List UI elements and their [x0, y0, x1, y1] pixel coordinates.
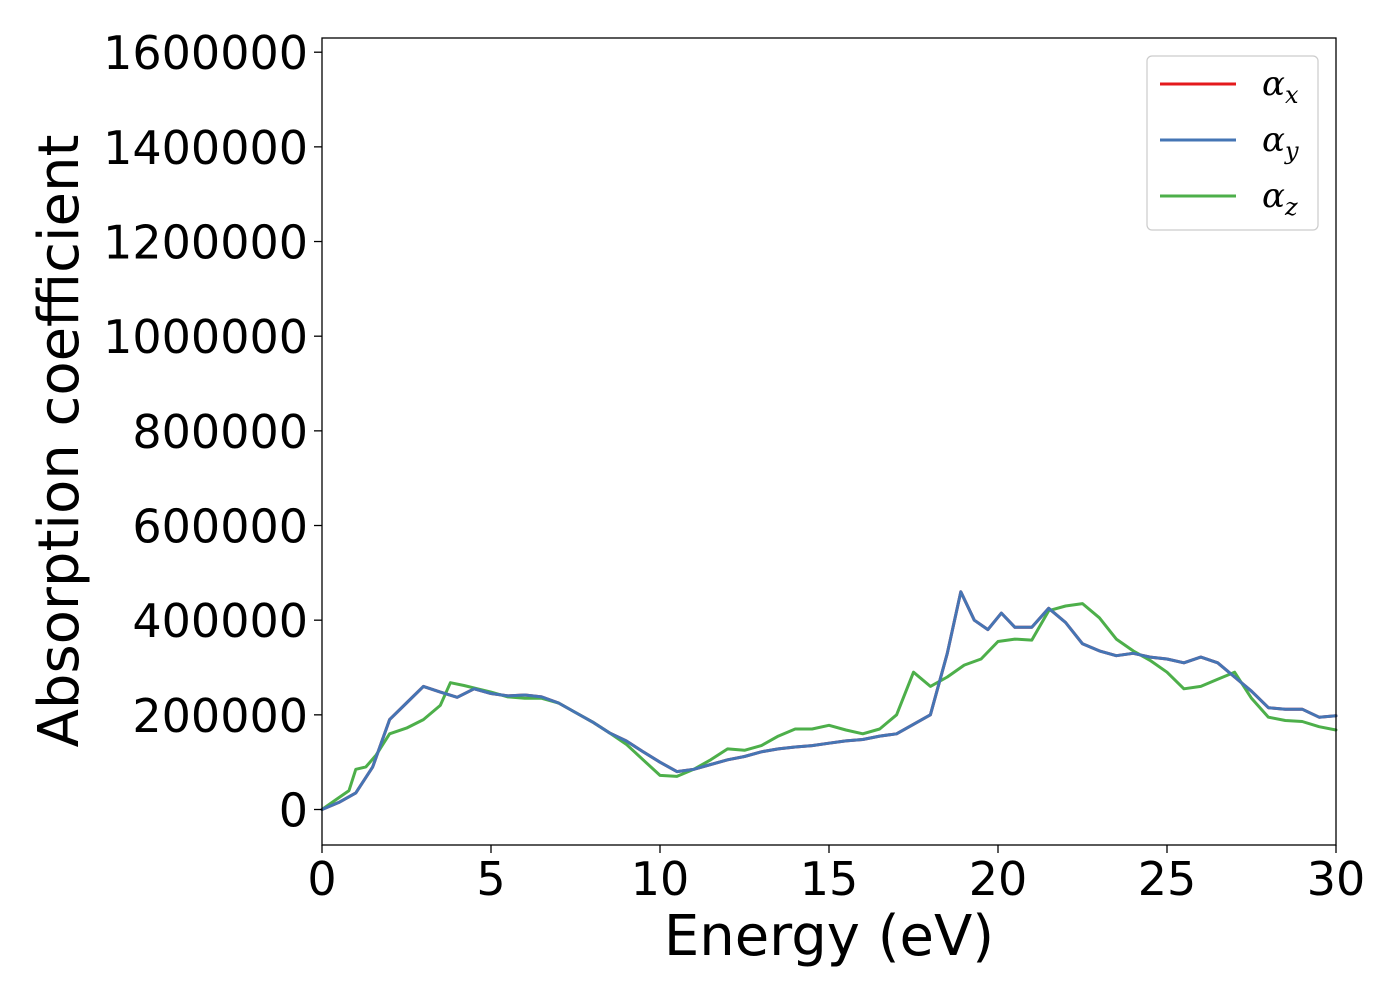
y-tick-label: 1400000 [103, 121, 308, 175]
legend-box [1146, 55, 1319, 231]
legend-items: αx αy αz [1160, 64, 1299, 221]
x-tick-label: 0 [307, 852, 336, 906]
y-tick-label: 400000 [132, 594, 308, 648]
series-layer [320, 590, 1338, 811]
x-axis-title: Energy (eV) [664, 904, 994, 969]
x-axis: 0 5 10 15 20 25 30 [307, 845, 1365, 906]
x-tick-label: 20 [969, 852, 1028, 906]
x-tick-label: 15 [800, 852, 859, 906]
legend-label-y: αy [1262, 120, 1299, 165]
y-tick-label: 1000000 [103, 310, 308, 364]
y-tick-label: 0 [279, 784, 308, 838]
x-tick-label: 25 [1138, 852, 1197, 906]
series-line-y [320, 590, 1338, 811]
x-tick-label: 30 [1307, 852, 1366, 906]
legend-label-x: αx [1262, 64, 1299, 109]
y-tick-label: 1600000 [103, 26, 308, 80]
y-axis: 0 200000 400000 600000 800000 1000000 1200000 1… [103, 26, 322, 838]
x-tick-label: 10 [631, 852, 690, 906]
y-tick-label: 600000 [132, 500, 308, 554]
legend: αx αy αz [1146, 55, 1319, 231]
y-tick-label: 1200000 [103, 216, 308, 270]
legend-label-z: αz [1262, 176, 1298, 221]
y-axis-title: Absorption coefficient [27, 135, 92, 748]
y-tick-label: 200000 [132, 689, 308, 743]
series-line-z [320, 602, 1338, 811]
x-tick-label: 5 [476, 852, 505, 906]
y-tick-label: 800000 [132, 405, 308, 459]
